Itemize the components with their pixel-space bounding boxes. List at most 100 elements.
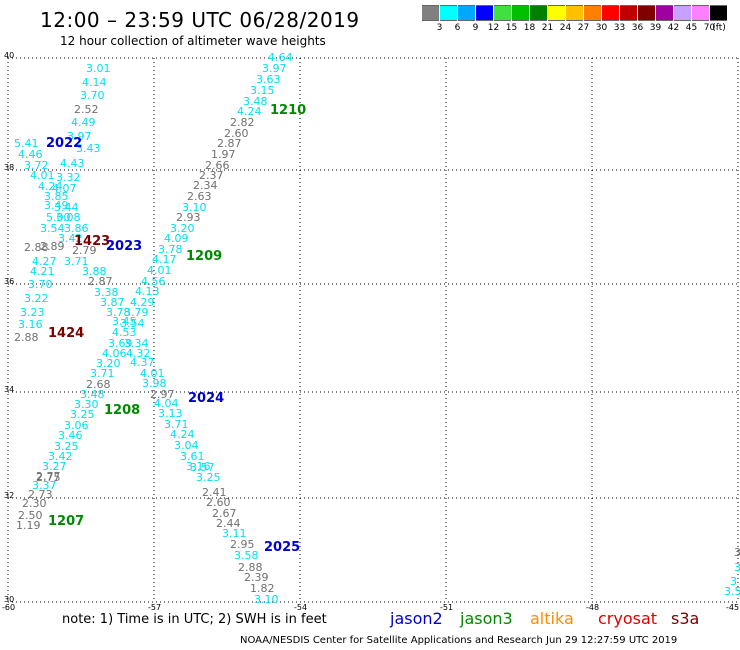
wave-height-value: 4.27 <box>32 255 57 268</box>
wave-height-value: 3.25 <box>54 440 79 453</box>
colorbar-swatch <box>692 5 709 21</box>
colorbar-label: 18 <box>523 23 536 33</box>
wave-height-value: 3.48 <box>243 95 268 108</box>
colorbar-swatch <box>710 5 727 21</box>
wave-height-value: 3.49 <box>44 199 69 212</box>
satellite-name-altika: altika <box>530 609 574 628</box>
wave-height-value: 2.34 <box>193 179 218 192</box>
satellite-name-s3a: s3a <box>671 609 700 628</box>
wave-height-value: 3.20 <box>170 222 195 235</box>
wave-height-value: 4.43 <box>60 157 85 170</box>
colorbar-swatch <box>476 5 493 21</box>
wave-height-value: 3.25 <box>70 408 95 421</box>
colorbar-label: 45 <box>685 23 698 33</box>
wave-height-value: 3.70 <box>80 89 105 102</box>
colorbar-swatch <box>566 5 583 21</box>
latitude-label: 30 <box>4 595 15 604</box>
wave-height-value: 4.64 <box>268 51 293 64</box>
wave-height-value: 3.37 <box>32 479 57 492</box>
wave-height-value: 3.32 <box>56 171 81 184</box>
wave-height-value: 3.71 <box>64 255 89 268</box>
wave-height-value: 2.30 <box>22 497 47 510</box>
wave-height-value: 2.82 <box>230 116 255 129</box>
wave-height-value: 3 <box>734 546 740 559</box>
wave-height-value: 2.60 <box>224 127 249 140</box>
wave-height-value: 3.54 <box>120 317 145 330</box>
wave-height-value: 2.44 <box>216 517 241 530</box>
wave-height-value: 2.88 <box>238 561 263 574</box>
wave-height-value: 3.72 <box>24 159 49 172</box>
wave-height-value: 3.43 <box>76 142 101 155</box>
colorbar-swatch <box>422 5 439 21</box>
wave-height-value: 2.41 <box>202 486 227 499</box>
wave-height-value: 3.69 <box>108 337 133 350</box>
colorbar-label: 30 <box>595 23 608 33</box>
wave-height-value: 3.42 <box>48 450 73 463</box>
pass-number-label: 2022 <box>46 136 83 151</box>
wave-height-value: 3.15 <box>250 84 275 97</box>
wave-height-value: 4.56 <box>141 275 166 288</box>
wave-height-value: 2.87 <box>217 137 242 150</box>
colorbar-label: 70 <box>703 23 716 33</box>
colorbar-swatch <box>674 5 691 21</box>
wave-height-value: 3.70 <box>28 278 53 291</box>
wave-height-value: 3.10 <box>254 593 279 606</box>
wave-height-value: 3.78 <box>106 306 131 319</box>
colorbar-swatch <box>602 5 619 21</box>
wave-height-value: 3 <box>730 575 737 588</box>
wave-height-value: 4.01 <box>147 264 172 277</box>
wave-height-value: 4.46 <box>18 148 43 161</box>
wave-height-value: 3.44 <box>54 201 79 214</box>
colorbar-label: 12 <box>487 23 500 33</box>
colorbar-label: 9 <box>472 23 479 33</box>
wave-height-value: 4.29 <box>130 296 155 309</box>
colorbar-label: 24 <box>559 23 572 33</box>
wave-height-value: 2.66 <box>205 159 230 172</box>
wave-height-value: 4.13 <box>135 285 160 298</box>
wave-height-value: 4.49 <box>71 116 96 129</box>
latitude-label: 40 <box>4 51 15 60</box>
pass-number-label: 1207 <box>48 514 85 529</box>
colorbar-label: 36 <box>631 23 644 33</box>
lat-lon-grid <box>7 57 739 603</box>
wave-height-value: 3.86 <box>64 222 89 235</box>
wave-height-value: 2.97 <box>150 388 175 401</box>
wave-height-value: 3.42 <box>58 232 83 245</box>
pass-number-label: 2024 <box>188 391 225 406</box>
colorbar-label: 33 <box>613 23 626 33</box>
wave-height-value: 4.07 <box>52 182 77 195</box>
wave-height-value: 1.19 <box>16 519 41 532</box>
pass-number-label: 1209 <box>186 249 223 264</box>
wave-height-value: 3.46 <box>58 429 83 442</box>
wave-height-value: 2.95 <box>230 538 255 551</box>
wave-height-value: 3.16 <box>18 318 43 331</box>
colorbar-swatch <box>458 5 475 21</box>
wave-height-value: 1.97 <box>211 148 236 161</box>
wave-height-value: 3.71 <box>90 367 115 380</box>
colorbar-swatch <box>638 5 655 21</box>
wave-height-value: 4.32 <box>126 347 151 360</box>
wave-height-value: 2.68 <box>86 378 111 391</box>
wave-height-value: 3.13 <box>158 407 183 420</box>
latitude-label: 34 <box>4 385 15 394</box>
colorbar-swatch <box>494 5 511 21</box>
wave-height-value: 4.06 <box>102 347 127 360</box>
wave-height-value: 2.73 <box>28 488 53 501</box>
map-subtitle: 12 hour collection of altimeter wave hei… <box>60 34 326 48</box>
wave-height-value: 3.16 <box>186 460 211 473</box>
wave-height-value: 2.88 <box>14 331 39 344</box>
pass-number-label: 2025 <box>264 540 301 555</box>
wave-height-value: 3.22 <box>24 292 49 305</box>
wave-height-value: 3.01 <box>86 62 111 75</box>
wave-height-value: 3.34 <box>124 337 149 350</box>
wave-height-value: 3.85 <box>44 190 69 203</box>
wave-height-value: 2.63 <box>187 190 212 203</box>
map-title: 12:00 – 23:59 UTC 06/28/2019 <box>40 8 360 32</box>
wave-height-value: 4.01 <box>140 367 165 380</box>
wave-height-value: 3.97 <box>262 62 287 75</box>
footer-credit: NOAA/NESDIS Center for Satellite Applica… <box>240 635 678 646</box>
wave-height-value: 3.88 <box>82 265 107 278</box>
colorbar-label: 6 <box>454 23 461 33</box>
satellite-name-jason3: jason3 <box>460 609 513 628</box>
pass-number-label: 2023 <box>106 239 143 254</box>
